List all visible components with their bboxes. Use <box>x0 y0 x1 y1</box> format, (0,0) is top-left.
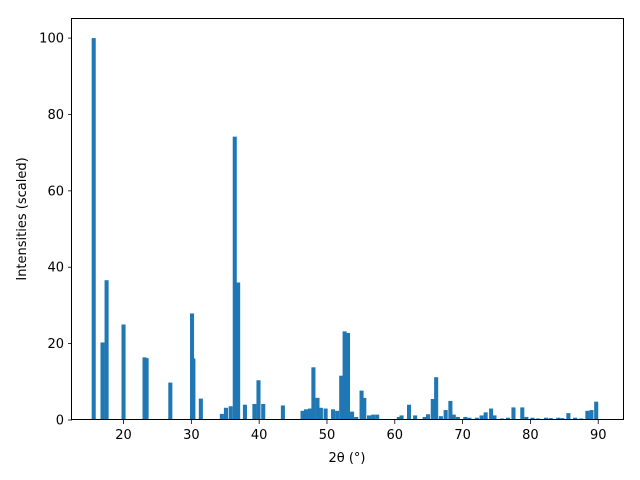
bar <box>198 398 203 420</box>
bar <box>407 404 412 420</box>
bar <box>242 404 247 420</box>
bar <box>91 38 96 420</box>
bar <box>520 407 525 420</box>
bar <box>489 408 494 420</box>
bar <box>318 407 323 420</box>
bar <box>366 415 372 420</box>
bar <box>236 282 241 420</box>
y-axis-label: Intensities (scaled) <box>15 157 30 280</box>
x-tick-label: 60 <box>387 428 404 443</box>
bar <box>144 358 149 420</box>
bar <box>168 382 173 420</box>
plot-frame <box>71 18 624 420</box>
y-axis-ticks: 0 20 40 60 80 100 <box>39 32 72 429</box>
bar <box>331 409 336 420</box>
bar <box>219 413 224 420</box>
bar <box>455 416 460 420</box>
bar <box>573 417 578 420</box>
bar <box>585 410 590 420</box>
y-tick-label: 80 <box>47 108 64 123</box>
bar <box>335 410 340 420</box>
bar <box>256 380 261 420</box>
bar <box>463 416 468 420</box>
x-tick-label: 80 <box>522 428 539 443</box>
x-axis-ticks: 20 30 40 50 60 70 80 90 <box>115 420 607 443</box>
bar <box>511 407 516 420</box>
bar <box>345 332 351 420</box>
bar <box>425 414 431 420</box>
x-tick-label: 50 <box>319 428 336 443</box>
bar <box>566 413 571 420</box>
bar <box>323 408 328 420</box>
bar <box>430 399 435 420</box>
y-tick-label: 60 <box>47 184 64 199</box>
bar <box>303 409 308 420</box>
bar <box>506 417 511 420</box>
bar <box>443 410 448 420</box>
bar <box>434 377 439 420</box>
bar <box>350 411 355 420</box>
bar <box>307 408 313 420</box>
bar <box>399 415 404 420</box>
bar <box>479 415 484 420</box>
bar <box>121 324 126 420</box>
bar <box>543 417 549 420</box>
bar <box>371 414 376 420</box>
y-tick-label: 40 <box>47 261 64 276</box>
bar <box>104 280 109 420</box>
bar <box>556 417 561 420</box>
bar <box>342 331 347 420</box>
bar <box>311 367 316 420</box>
bar <box>448 400 453 420</box>
bar <box>228 406 233 420</box>
bar <box>451 414 456 420</box>
x-axis-label: 2θ (°) <box>328 451 365 466</box>
x-tick-label: 90 <box>590 428 607 443</box>
bar <box>530 417 535 420</box>
bar <box>100 342 105 420</box>
bar <box>315 397 320 420</box>
bar <box>438 416 443 420</box>
bar <box>589 410 594 420</box>
bar <box>354 416 359 420</box>
x-tick-label: 40 <box>251 428 268 443</box>
x-tick-label: 30 <box>183 428 200 443</box>
bar <box>261 403 266 420</box>
bar <box>467 417 472 420</box>
bar <box>280 405 285 420</box>
bar <box>594 401 599 420</box>
bar <box>359 390 364 420</box>
bar <box>362 397 367 420</box>
y-tick-label: 0 <box>56 414 64 429</box>
y-tick-label: 100 <box>39 32 64 47</box>
bar <box>492 415 497 420</box>
y-tick-label: 20 <box>47 337 64 352</box>
bar <box>524 416 529 420</box>
bar <box>474 417 479 420</box>
bar <box>191 358 196 420</box>
bar <box>339 375 344 420</box>
bar <box>375 414 380 420</box>
bar <box>232 136 237 420</box>
bar <box>300 410 305 420</box>
bar <box>422 416 427 420</box>
bar <box>396 416 401 420</box>
bar <box>223 407 228 420</box>
bar <box>483 412 488 420</box>
bar <box>413 415 418 420</box>
x-tick-label: 20 <box>115 428 132 443</box>
bar <box>252 403 257 420</box>
x-tick-label: 70 <box>454 428 471 443</box>
